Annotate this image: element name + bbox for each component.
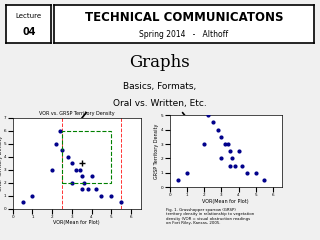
Point: [65, 155, 70, 159]
Point: [202, 142, 207, 146]
Text: Lecture: Lecture: [16, 12, 42, 18]
Y-axis label: GRSP Territory Density: GRSP Territory Density: [154, 124, 159, 179]
Point: [239, 164, 244, 168]
X-axis label: VOR(Mean for Plot): VOR(Mean for Plot): [53, 220, 100, 225]
Point: [176, 178, 181, 182]
Point: [60, 148, 65, 152]
Point: [118, 200, 124, 204]
Point: [58, 129, 63, 132]
Text: Spring 2014   -   Althoff: Spring 2014 - Althoff: [140, 30, 228, 39]
Title: VOR vs. GRSP Territory Density: VOR vs. GRSP Territory Density: [39, 111, 115, 116]
Point: [226, 142, 231, 146]
Point: [53, 142, 59, 146]
Text: Graphs: Graphs: [130, 54, 190, 71]
Text: Basics, Formats,: Basics, Formats,: [124, 82, 196, 91]
Point: [222, 142, 227, 146]
Point: [109, 194, 114, 198]
Point: [20, 200, 25, 204]
Point: [233, 164, 238, 168]
Point: [227, 149, 232, 153]
Text: Fig. 1. Grasshopper sparrow (GRSP)
territory density in relationship to vegetati: Fig. 1. Grasshopper sparrow (GRSP) terri…: [166, 208, 255, 225]
Text: 04: 04: [22, 27, 36, 37]
Point: [50, 168, 55, 172]
Y-axis label: GRSP Territory Density: GRSP Territory Density: [0, 136, 3, 191]
Point: [253, 171, 258, 175]
Point: [99, 194, 104, 198]
Point: [219, 156, 224, 160]
Point: [210, 120, 215, 124]
Point: [81, 181, 86, 185]
Point: [85, 187, 90, 191]
Point: [77, 168, 82, 172]
Point: [73, 168, 78, 172]
Point: [69, 161, 75, 165]
Point: [208, 99, 213, 103]
Point: [215, 128, 220, 132]
Point: [93, 187, 98, 191]
Bar: [62, 131, 111, 183]
Point: [229, 156, 234, 160]
Point: [89, 174, 94, 178]
Point: [79, 187, 84, 191]
Point: [184, 171, 189, 175]
Point: [219, 135, 224, 139]
Point: [262, 178, 267, 182]
Text: Oral vs. Written, Etc.: Oral vs. Written, Etc.: [113, 99, 207, 108]
Point: [205, 113, 210, 117]
Point: [244, 171, 250, 175]
Point: [236, 149, 241, 153]
X-axis label: VOR(Mean for Plot): VOR(Mean for Plot): [202, 199, 249, 204]
Point: [227, 164, 232, 168]
Point: [69, 181, 75, 185]
Point: [79, 174, 84, 178]
Text: TECHNICAL COMMUNICATONS: TECHNICAL COMMUNICATONS: [85, 11, 283, 24]
Point: [30, 194, 35, 198]
